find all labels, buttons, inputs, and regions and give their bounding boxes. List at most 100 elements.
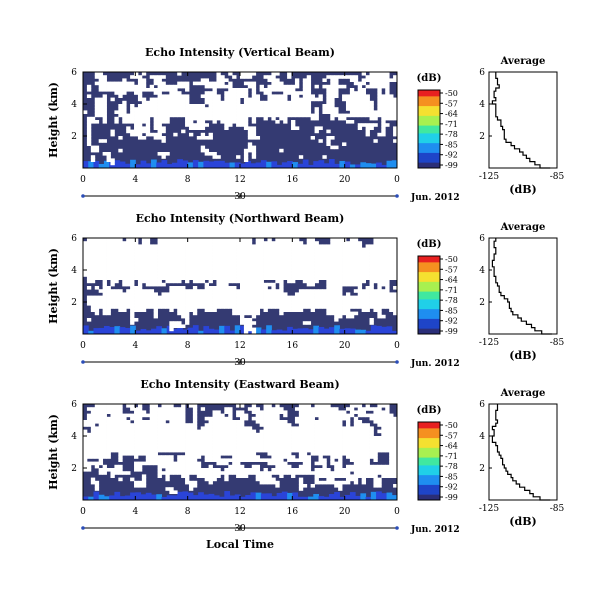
heatmap-cell bbox=[228, 276, 233, 280]
x-axis-label: Local Time bbox=[206, 538, 274, 551]
heatmap-cell bbox=[326, 477, 331, 482]
heatmap-cell bbox=[200, 148, 206, 153]
heatmap-cell bbox=[157, 273, 162, 277]
heatmap-cell bbox=[267, 436, 272, 440]
heatmap-cell bbox=[283, 426, 288, 430]
heatmap-cell bbox=[149, 244, 155, 248]
heatmap-cell bbox=[232, 442, 237, 446]
heatmap-cell bbox=[275, 266, 280, 271]
heatmap-cell bbox=[228, 279, 233, 284]
heatmap-cell bbox=[287, 455, 292, 459]
heatmap-cell bbox=[345, 97, 351, 102]
heatmap-cell bbox=[338, 455, 343, 459]
heatmap-cell bbox=[185, 432, 190, 437]
heatmap-cell bbox=[255, 266, 261, 271]
heatmap-cell bbox=[212, 113, 217, 118]
heatmap-cell bbox=[365, 429, 370, 434]
heatmap-cell bbox=[263, 420, 268, 424]
heatmap-cell bbox=[306, 458, 312, 462]
heatmap-cell bbox=[169, 110, 174, 114]
heatmap-cell bbox=[228, 302, 233, 306]
heatmap-cell bbox=[106, 311, 111, 316]
heatmap-cell bbox=[114, 491, 121, 500]
colorbar-tick-label: -64 bbox=[445, 110, 458, 119]
heatmap-cell bbox=[94, 145, 100, 150]
colorbar-swatch bbox=[418, 103, 440, 107]
heatmap-cell bbox=[196, 429, 202, 434]
heatmap-cell bbox=[137, 404, 143, 408]
heatmap-cell bbox=[255, 254, 261, 258]
heatmap-cell bbox=[169, 487, 174, 491]
heatmap-cell bbox=[310, 244, 315, 248]
heatmap-cell bbox=[291, 110, 296, 114]
heatmap-cell bbox=[145, 238, 151, 242]
heatmap-cell bbox=[251, 116, 257, 121]
heatmap-cell bbox=[130, 81, 135, 86]
heatmap-cell bbox=[255, 464, 261, 469]
heatmap-cell bbox=[188, 404, 194, 408]
heatmap-cell bbox=[141, 113, 147, 118]
heatmap-cell bbox=[330, 254, 335, 258]
heatmap-cell bbox=[298, 100, 304, 105]
heatmap-cell bbox=[291, 305, 296, 309]
heatmap-cell bbox=[102, 107, 107, 111]
heatmap-cell bbox=[365, 94, 370, 98]
heatmap-cell bbox=[228, 410, 233, 414]
heatmap-cell bbox=[228, 123, 233, 127]
heatmap-cell bbox=[369, 445, 374, 450]
colorbar-swatch bbox=[418, 478, 440, 481]
heatmap-cell bbox=[185, 241, 190, 245]
heatmap-cell bbox=[130, 257, 135, 261]
heatmap-cell bbox=[381, 247, 386, 252]
heatmap-cell bbox=[267, 104, 272, 108]
heatmap-cell bbox=[381, 276, 386, 280]
colorbar-swatch bbox=[418, 115, 440, 118]
heatmap-cell bbox=[353, 445, 359, 450]
heatmap-cell bbox=[157, 247, 162, 252]
heatmap-cell bbox=[330, 429, 335, 434]
heatmap-cell bbox=[275, 279, 280, 284]
heatmap-cell bbox=[198, 492, 204, 500]
heatmap-cell bbox=[318, 266, 323, 271]
heatmap-cell bbox=[165, 416, 170, 421]
heatmap-cell bbox=[294, 113, 300, 118]
heatmap-cell bbox=[259, 282, 264, 287]
heatmap-cell bbox=[322, 244, 327, 248]
heatmap-cell bbox=[302, 298, 308, 303]
heatmap-cell bbox=[247, 260, 253, 264]
heatmap-cell bbox=[165, 302, 170, 306]
heatmap-panel bbox=[82, 71, 398, 169]
heatmap-cell bbox=[353, 107, 359, 111]
heatmap-cell bbox=[243, 75, 249, 79]
heatmap-cell bbox=[157, 250, 162, 255]
heatmap-cell bbox=[203, 494, 210, 500]
heatmap-cell bbox=[240, 314, 245, 319]
heatmap-cell bbox=[345, 439, 351, 443]
heatmap-cell bbox=[181, 110, 186, 114]
heatmap-cell bbox=[130, 132, 135, 137]
heatmap-cell bbox=[137, 129, 143, 134]
heatmap-cell bbox=[361, 276, 366, 280]
heatmap-cell bbox=[357, 88, 363, 92]
heatmap-cell bbox=[94, 464, 100, 469]
heatmap-cell bbox=[106, 432, 111, 437]
heatmap-cell bbox=[153, 273, 158, 277]
heatmap-cell bbox=[381, 474, 386, 478]
heatmap-cell bbox=[114, 413, 119, 418]
heatmap-cell bbox=[140, 494, 147, 500]
heatmap-cell bbox=[310, 238, 315, 242]
heatmap-cell bbox=[247, 305, 253, 309]
heatmap-cell bbox=[349, 263, 355, 268]
heatmap-cell bbox=[188, 302, 194, 306]
heatmap-cell bbox=[141, 120, 147, 124]
heatmap-cell bbox=[389, 78, 394, 82]
heatmap-cell bbox=[240, 321, 245, 325]
heatmap-cell bbox=[318, 126, 323, 130]
heatmap-cell bbox=[141, 266, 147, 271]
heatmap-cell bbox=[135, 330, 142, 334]
heatmap-cell bbox=[169, 244, 174, 248]
heatmap-cell bbox=[153, 461, 158, 466]
heatmap-cell bbox=[326, 471, 331, 475]
heatmap-cell bbox=[385, 432, 390, 437]
heatmap-cell bbox=[251, 404, 257, 408]
